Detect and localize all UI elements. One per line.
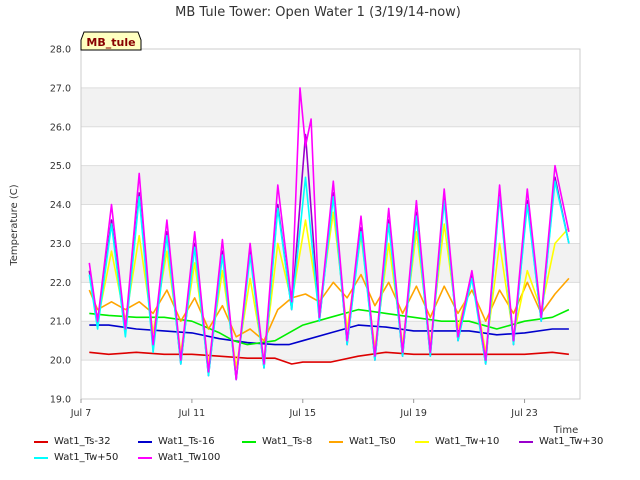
x-tick-label: Jul 19 [399,408,427,419]
x-axis: Jul 7 Jul 11 Jul 15 Jul 19 Jul 23 [70,399,538,419]
legend-swatch [519,440,533,443]
chart-title: MB Tule Tower: Open Water 1 (3/19/14-now… [175,5,461,20]
y-tick-label: 27.0 [50,83,71,94]
series-line-Wat1_Ts0 [88,273,570,342]
legend-item: Wat1_Ts-8 [242,436,312,447]
legend-swatch [329,440,343,443]
y-axis-label: Temperature (C) [9,184,20,266]
legend-swatch [242,440,256,443]
legend-label: Wat1_Tw+10 [435,436,500,447]
y-tick-label: 26.0 [50,122,71,133]
x-tick-label: Jul 11 [178,408,206,419]
legend-label: Wat1_Tw+50 [54,452,119,463]
series-line-Wat1_Ts-8 [89,308,570,346]
legend-item: Wat1_Tw+30 [519,436,603,447]
plot-frame [80,48,581,400]
y-tick-label: 23.0 [50,239,71,250]
legend-item: Wat1_Ts-32 [34,436,111,447]
legend-label: Wat1_Ts-16 [158,436,215,447]
x-tick-label: Jul 15 [288,408,316,419]
legend-swatch [138,456,152,459]
y-tick-label: 22.0 [50,278,71,289]
legend-label: Wat1_Tw100 [158,452,221,463]
legend-label: Wat1_Ts0 [349,436,396,447]
plot-band [81,165,580,205]
y-axis: 19.0 20.0 21.0 22.0 23.0 24.0 25.0 26.0 27.0 28.0 [50,45,71,406]
y-tick-label: 28.0 [50,45,71,56]
legend-swatch [138,440,152,443]
series-line-Wat1_Ts-16 [89,324,569,346]
y-tick-label: 19.0 [50,395,71,406]
x-axis-label: Time [553,425,578,436]
y-tick-label: 20.0 [50,356,71,367]
legend-item: Wat1_Tw100 [138,452,220,463]
y-tick-label: 25.0 [50,161,71,172]
legend-swatch [34,456,48,459]
y-tick-label: 21.0 [50,317,71,328]
legend-item: Wat1_Ts0 [329,436,396,447]
legend-swatch [415,440,429,443]
series-line-Wat1_Tw100 [88,87,570,381]
plot-band [81,87,580,127]
station-label: MB_tule [86,36,135,49]
x-tick-label: Jul 7 [70,408,92,419]
legend-swatch [34,440,48,443]
y-tick-label: 24.0 [50,200,71,211]
legend-item: Wat1_Ts-16 [138,436,215,447]
series-layer [88,87,570,381]
legend-item: Wat1_Tw+10 [415,436,499,447]
legend-item: Wat1_Tw+50 [34,452,118,463]
series-line-Wat1_Ts-32 [89,351,569,365]
legend: Wat1_Ts-32 Wat1_Ts-16 Wat1_Ts-8 Wat1_Ts0 Wat… [0,432,640,480]
legend-label: Wat1_Tw+30 [539,436,604,447]
legend-label: Wat1_Ts-8 [262,436,313,447]
station-label-box: MB_tule [80,31,142,51]
x-tick-label: Jul 23 [510,408,538,419]
legend-label: Wat1_Ts-32 [54,436,111,447]
